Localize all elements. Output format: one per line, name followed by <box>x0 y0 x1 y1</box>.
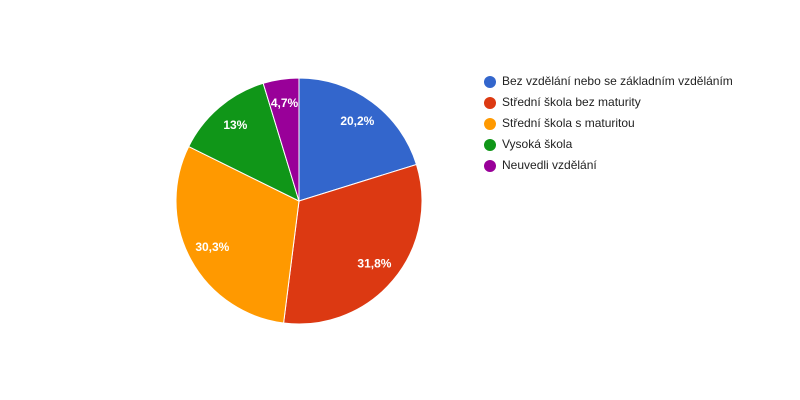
legend-label: Střední škola s maturitou <box>502 116 635 130</box>
legend-marker <box>484 139 496 151</box>
value-label: 20,2% <box>340 114 374 128</box>
legend-label: Neuvedli vzdělání <box>502 158 597 172</box>
value-labels: 20,2% 31,8% 30,3% 13% 4,7% <box>195 96 391 271</box>
pie-slice <box>188 82 300 202</box>
legend-marker <box>484 118 496 130</box>
pie-slice <box>262 77 300 202</box>
legend: Bez vzdělání nebo se základním vzděláním… <box>484 74 733 172</box>
value-label: 13% <box>223 118 247 132</box>
value-label: 4,7% <box>271 96 299 110</box>
value-label: 30,3% <box>195 240 229 254</box>
pie-slice <box>175 145 300 324</box>
pie-slice <box>283 163 423 325</box>
legend-label: Vysoká škola <box>502 137 573 151</box>
pie <box>175 77 423 325</box>
legend-marker <box>484 97 496 109</box>
legend-label: Střední škola bez maturity <box>502 95 641 109</box>
pie-slice <box>298 77 418 202</box>
legend-label: Bez vzdělání nebo se základním vzděláním <box>502 74 733 88</box>
value-label: 31,8% <box>357 256 391 270</box>
legend-marker <box>484 160 496 172</box>
legend-marker <box>484 76 496 88</box>
